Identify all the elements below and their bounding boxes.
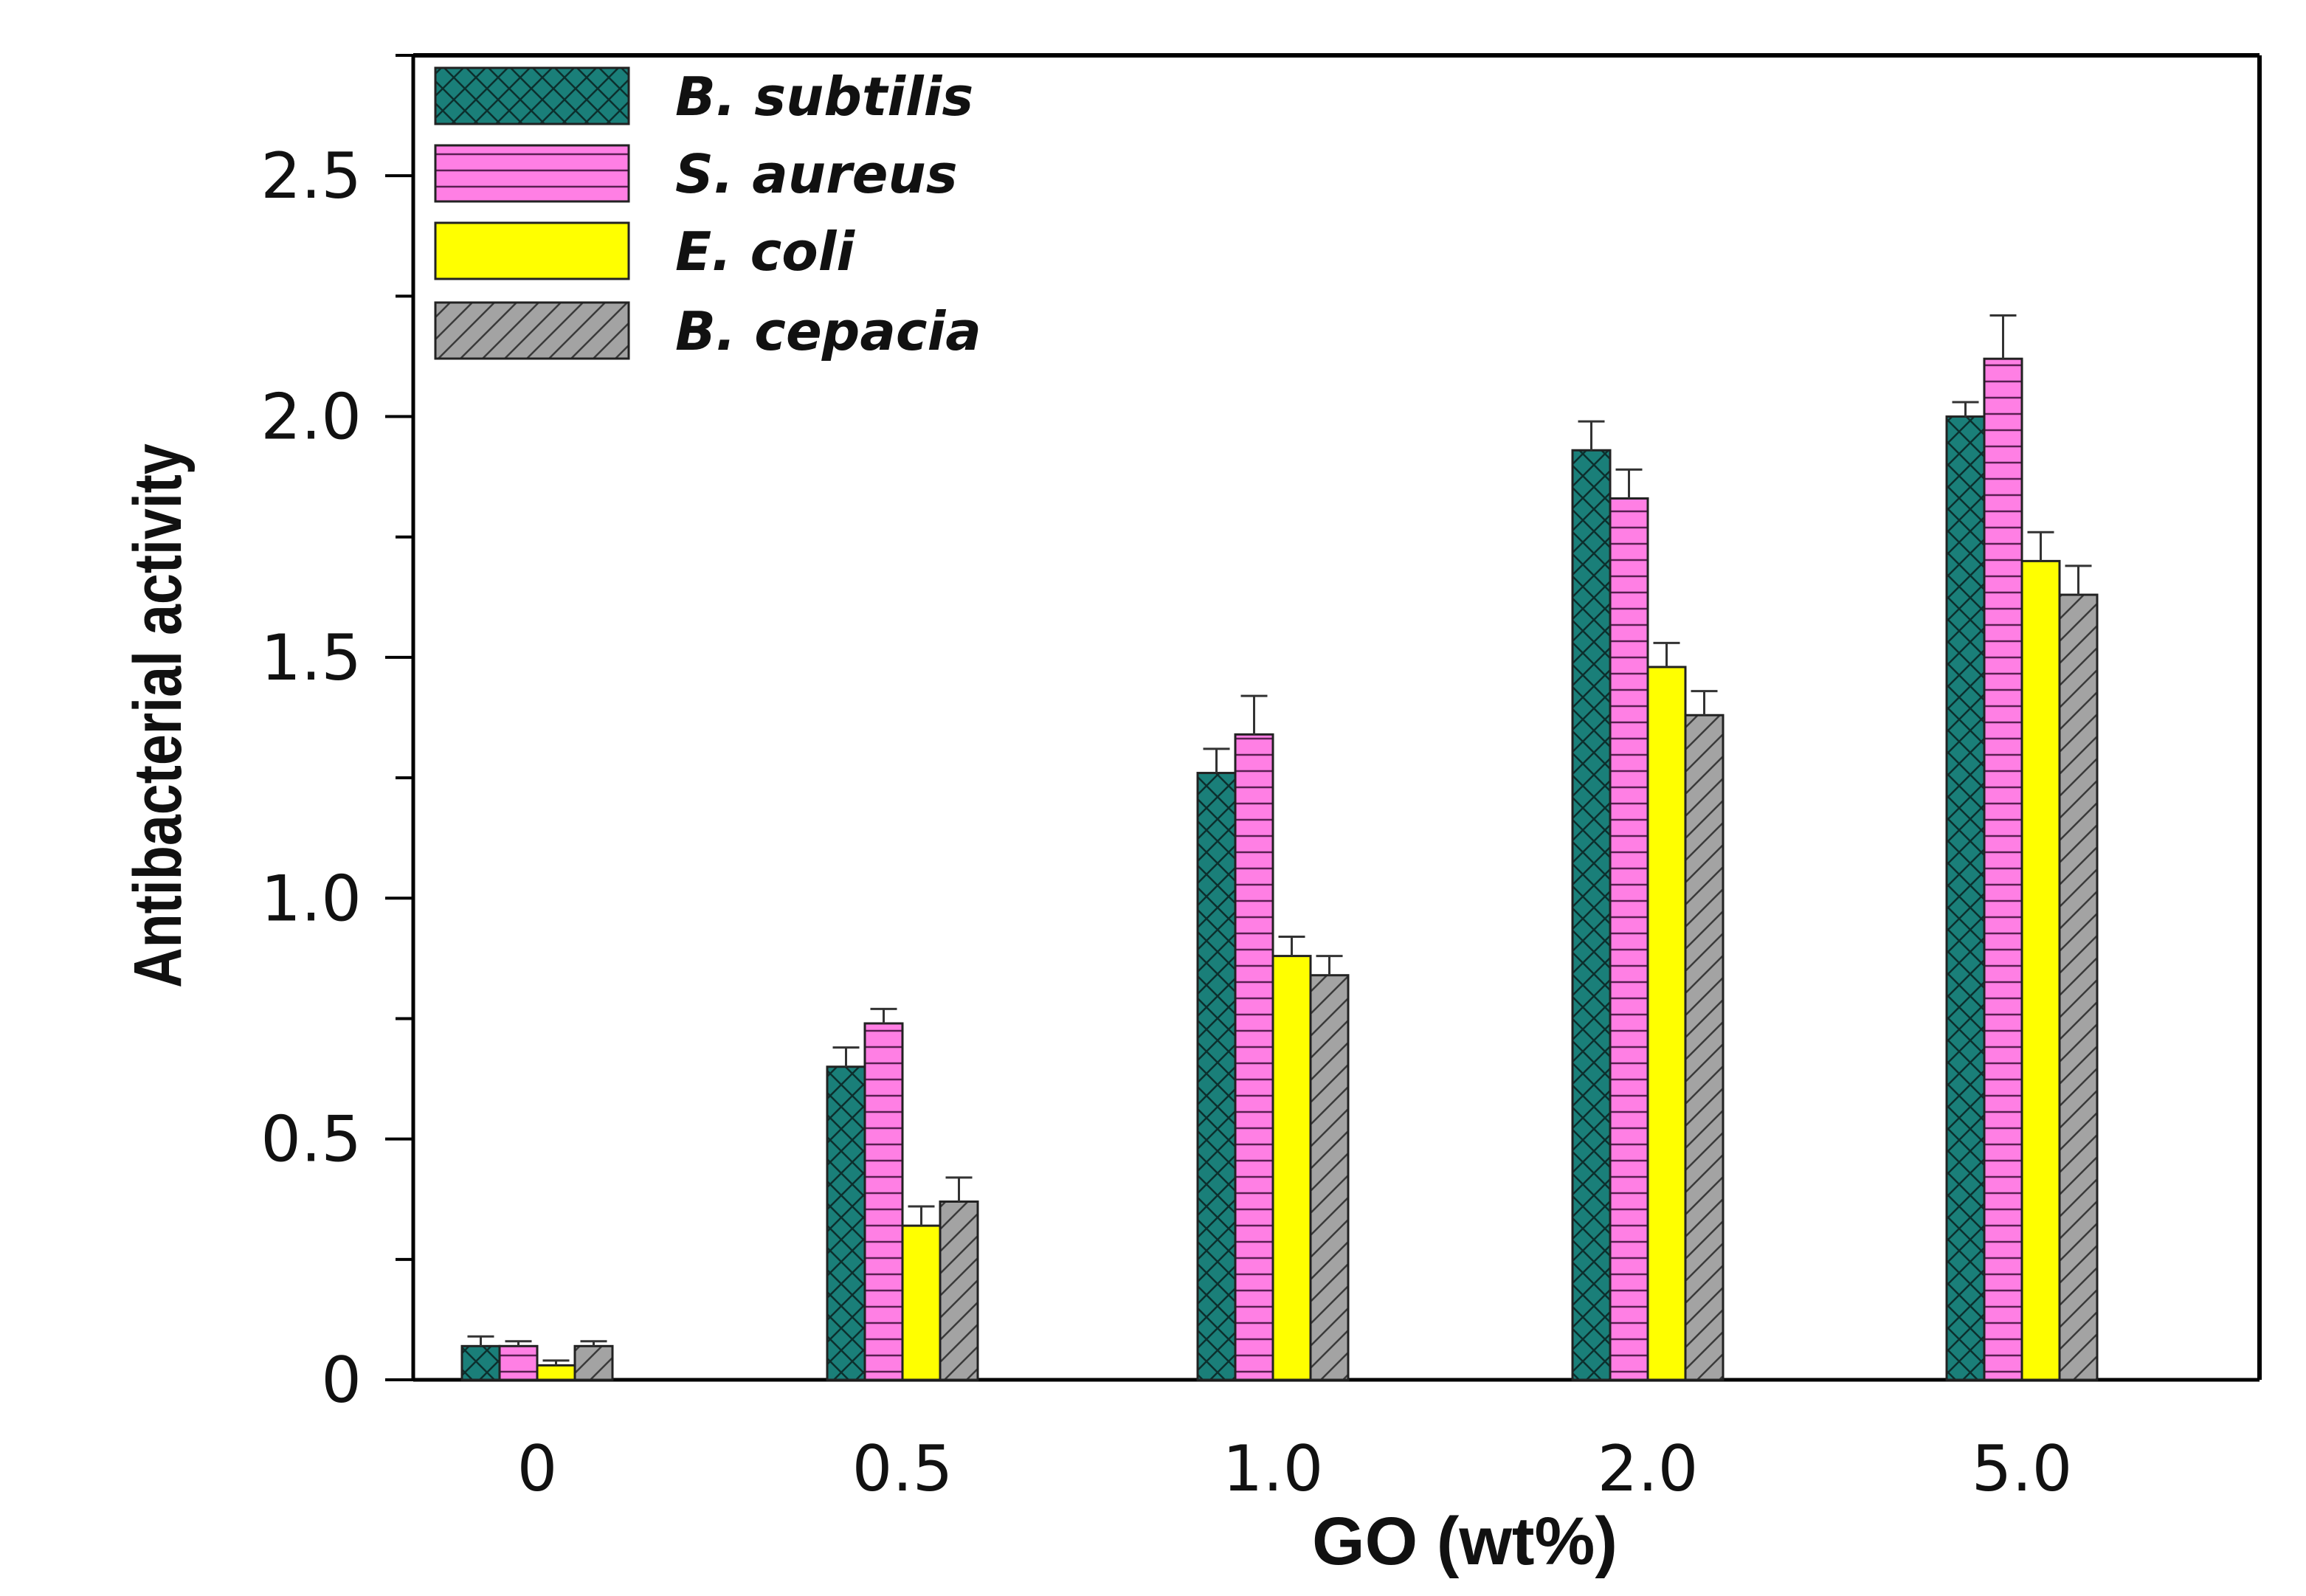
y-tick-label: 1.0: [260, 862, 362, 936]
x-axis: 0 0.5 1.0 2.0 5.0: [517, 1432, 2073, 1506]
bar: [460, 1344, 501, 1381]
bar: [2058, 593, 2099, 1381]
bar: [1684, 714, 1725, 1381]
bar: [1309, 974, 1350, 1381]
bar: [1234, 733, 1274, 1381]
bar: [1646, 666, 1687, 1381]
x-tick-label: 0: [517, 1432, 558, 1506]
y-tick-label: 1.5: [260, 621, 362, 695]
bar: [1196, 772, 1237, 1381]
y-tick-label: 2.0: [260, 381, 362, 455]
bar: [573, 1344, 614, 1381]
bars-group: [460, 357, 2099, 1381]
legend-swatch: [434, 221, 630, 280]
legend-label: S. aureus: [675, 143, 958, 205]
y-tick-label: 0.5: [260, 1103, 362, 1177]
x-tick-label: 1.0: [1223, 1432, 1324, 1506]
legend-swatch: [434, 144, 630, 203]
bar: [536, 1364, 576, 1381]
bar: [901, 1224, 942, 1381]
x-axis-title: GO (wt%): [1312, 1504, 1618, 1579]
bar: [1945, 415, 1986, 1381]
legend-label: E. coli: [675, 221, 855, 283]
legend-swatch: [434, 66, 630, 125]
bar: [1271, 955, 1312, 1381]
bar: [939, 1200, 979, 1381]
bar: [1609, 497, 1649, 1381]
y-tick-label: 0: [321, 1344, 362, 1417]
y-tick-label: 2.5: [260, 139, 362, 213]
bar: [826, 1065, 866, 1381]
legend-label: B. cepacia: [675, 300, 981, 362]
bar: [2020, 559, 2061, 1381]
y-axis-title: Antibacterial activity: [120, 443, 196, 988]
bar: [1571, 449, 1612, 1381]
legend: B. subtilis S. aureus E. coli B. cepacia: [434, 66, 981, 362]
bar: [1983, 357, 2023, 1381]
bar: [498, 1344, 539, 1381]
x-tick-label: 5.0: [1972, 1432, 2073, 1506]
legend-swatch: [434, 301, 630, 360]
y-axis: 0 0.5 1.0 1.5 2.0 2.5: [260, 54, 413, 1417]
legend-label: B. subtilis: [675, 66, 973, 128]
bar: [863, 1022, 904, 1381]
error-bars-group: [467, 314, 2092, 1366]
x-tick-label: 0.5: [852, 1432, 953, 1506]
x-tick-label: 2.0: [1598, 1432, 1699, 1506]
